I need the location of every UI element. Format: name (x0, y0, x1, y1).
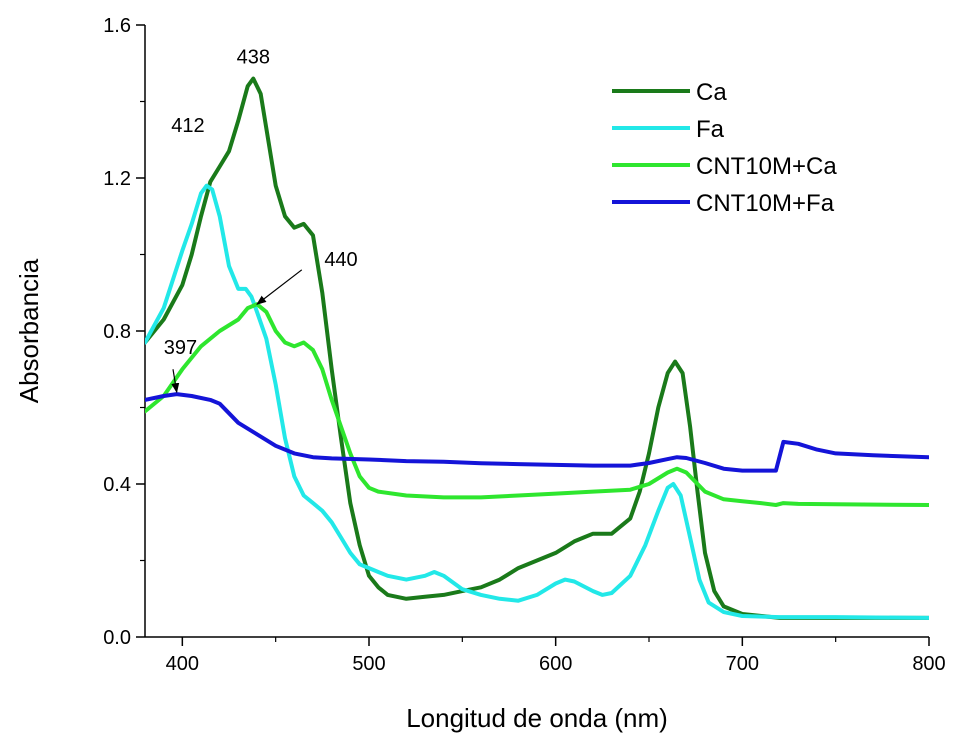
annotation-arrow (256, 269, 303, 305)
x-tick-label: 600 (539, 653, 572, 675)
legend-label: Ca (696, 79, 727, 106)
x-tick-label: 500 (352, 653, 385, 675)
y-tick-label: 0.0 (103, 627, 131, 649)
annotation: 438 (237, 46, 270, 68)
annotation-arrow (171, 369, 180, 394)
series-line-ca (145, 76, 929, 620)
legend-item: Ca (612, 79, 727, 106)
x-tick-label: 800 (912, 653, 945, 675)
annotation-label: 397 (164, 337, 197, 359)
y-axis-title: Absorbancia (14, 258, 44, 403)
annotation: 397 (164, 337, 197, 394)
legend-label: CNT10M+Fa (696, 190, 835, 217)
x-axis-title: Longitud de onda (nm) (406, 703, 668, 733)
annotation: 412 (171, 115, 204, 137)
annotation-label: 440 (324, 249, 357, 271)
series-line-cnt10m-ca (145, 302, 929, 507)
series-layer (145, 76, 929, 620)
annotation-label: 412 (171, 115, 204, 137)
x-tick-label: 400 (166, 653, 199, 675)
annotation-label: 438 (237, 46, 270, 68)
annotation: 440 (256, 249, 358, 305)
series-line-fa (145, 183, 929, 620)
series-line-cnt10m-fa (145, 392, 929, 473)
x-tick-label: 700 (726, 653, 759, 675)
y-tick-label: 0.8 (103, 321, 131, 343)
annotations: 438 412 440 397 (164, 46, 358, 394)
legend: Ca Fa CNT10M+Ca CNT10M+Fa (612, 79, 837, 217)
legend-label: CNT10M+Ca (696, 153, 837, 180)
legend-item: Fa (612, 116, 725, 143)
legend-item: CNT10M+Ca (612, 153, 837, 180)
y-tick-label: 1.2 (103, 168, 131, 190)
y-tick-label: 0.4 (103, 474, 131, 496)
y-tick-label: 1.6 (103, 15, 131, 37)
legend-item: CNT10M+Fa (612, 190, 835, 217)
legend-label: Fa (696, 116, 725, 143)
axes-layer: 400 500 600 700 800 0.0 0.4 0.8 1.2 1.6 (103, 15, 946, 675)
